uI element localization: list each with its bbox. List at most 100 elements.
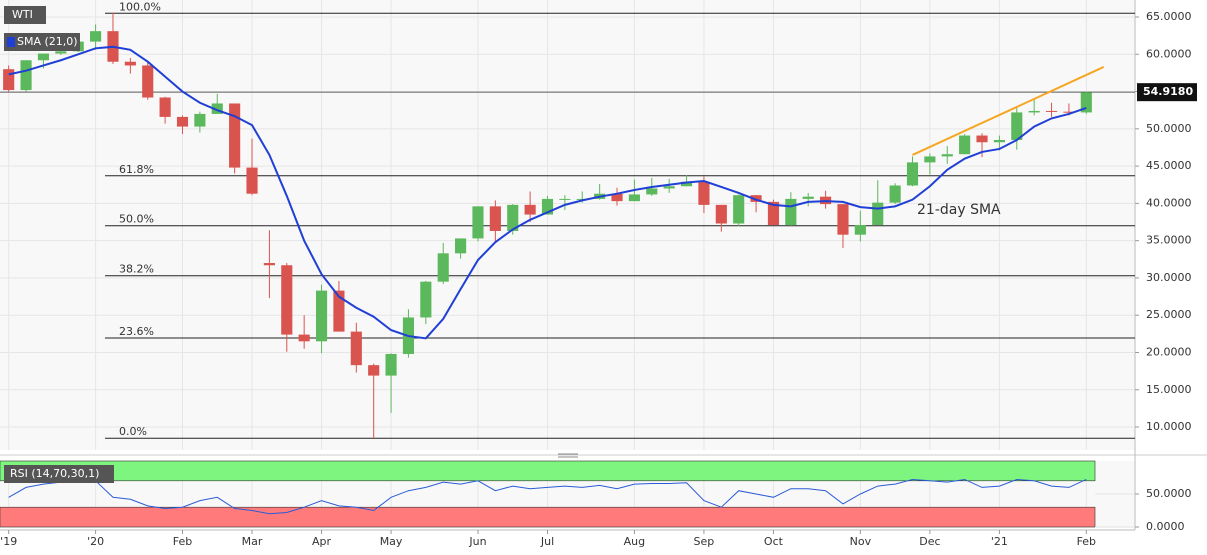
candle-body [142,65,154,98]
candle-body [437,253,449,282]
x-tick-label: Nov [850,535,872,548]
candle-body [698,181,710,205]
candle-body [489,206,501,231]
legend-entry: SMA (21,0) [17,35,78,48]
candle-body [1045,110,1058,112]
candle-body [1080,92,1092,113]
x-tick-label: '19 [0,535,17,548]
legend-box [4,6,46,24]
candle-body [298,334,310,342]
candle-body [767,201,780,225]
annotation: 21-day SMA [917,202,1001,218]
candle-body [976,135,988,143]
candle-body [628,194,640,202]
candle-body [680,181,693,187]
y-tick-label: 20.0000 [1146,345,1192,358]
candle-body [993,140,1005,143]
candle-body [959,135,971,155]
sma-line [8,45,1087,340]
x-tick-label: Feb [173,535,192,548]
x-tick-label: May [380,535,403,548]
candle-body [559,198,571,200]
y-tick-label: 30.0000 [1146,271,1192,284]
x-tick-label: Dec [919,535,940,548]
fib-label: 61.8% [119,163,154,176]
candle-body [315,290,328,342]
y-tick-label: 10.0000 [1146,420,1192,433]
x-tick-label: Oct [764,535,784,548]
candle-body [750,195,762,202]
rsi-line [8,478,1087,515]
legend-title: WTI [12,8,33,21]
candle-body [385,353,397,376]
candle-body [889,185,901,203]
legend-box [4,33,80,51]
y-tick-label: 35.0000 [1146,234,1192,247]
candle-body [90,31,102,42]
x-tick-label: Sep [694,535,715,548]
candle-body [1028,110,1040,113]
candle-body [472,206,484,239]
x-tick-label: '20 [87,535,104,548]
candle-body [854,225,866,235]
candle-body [524,204,536,215]
candle-body [1063,111,1075,113]
candle-body [246,167,258,194]
candle-body [420,281,432,318]
candle-body [263,263,275,266]
legend-swatch [7,37,15,47]
candle-body [663,186,675,189]
candle-body [715,204,727,224]
candle-body [159,97,171,117]
y-tick-label: 45.0000 [1146,159,1192,172]
candle-body [55,51,67,54]
candle-body [455,238,467,254]
candle-body [37,53,50,61]
candle-body [20,60,32,91]
legend-box [4,465,114,483]
fib-label: 100.0% [119,0,161,13]
candle-body [924,156,936,163]
candle-body [733,195,745,224]
legend-title: RSI (14,70,30,1) [10,467,99,480]
candle-body [3,69,15,91]
candle-body [541,198,554,215]
y-tick-label: 65.0000 [1146,10,1192,23]
price-pane [0,0,1135,450]
y-tick-label: 60.0000 [1146,47,1192,60]
x-tick-label: Mar [242,535,263,548]
price-tag [1137,83,1197,102]
candle-body [646,188,658,195]
candle-body [837,204,849,235]
candle-body [229,103,241,168]
y-tick-label: 50.0000 [1146,487,1192,500]
candle-body [350,331,362,366]
candle-body [802,196,814,199]
x-tick-label: '21 [991,535,1008,548]
candle-body [872,202,884,225]
rsi-band [0,506,1096,528]
y-tick-label: 50.0000 [1146,122,1192,135]
y-tick-label: 0.0000 [1146,520,1185,533]
y-tick-label: 25.0000 [1146,308,1192,321]
x-tick-label: Jun [468,535,486,548]
candle-body [176,116,189,127]
rsi-band [0,460,1096,482]
y-tick-label: 15.0000 [1146,383,1192,396]
candle-body [124,61,136,66]
candle-body [941,154,953,157]
fib-label: 23.6% [119,325,154,338]
x-tick-label: Feb [1077,535,1096,548]
candle-body [785,198,797,225]
x-tick-label: Aug [624,535,645,548]
candle-body [1011,112,1023,141]
candle-body [211,103,223,114]
candle-body [611,193,623,202]
fib-label: 0.0% [119,425,147,438]
x-tick-label: Apr [312,535,332,548]
fib-label: 50.0% [119,213,154,226]
fib-label: 38.2% [119,263,154,276]
price-tag-label: 54.9180 [1143,85,1193,98]
x-tick-label: Jul [540,535,554,548]
